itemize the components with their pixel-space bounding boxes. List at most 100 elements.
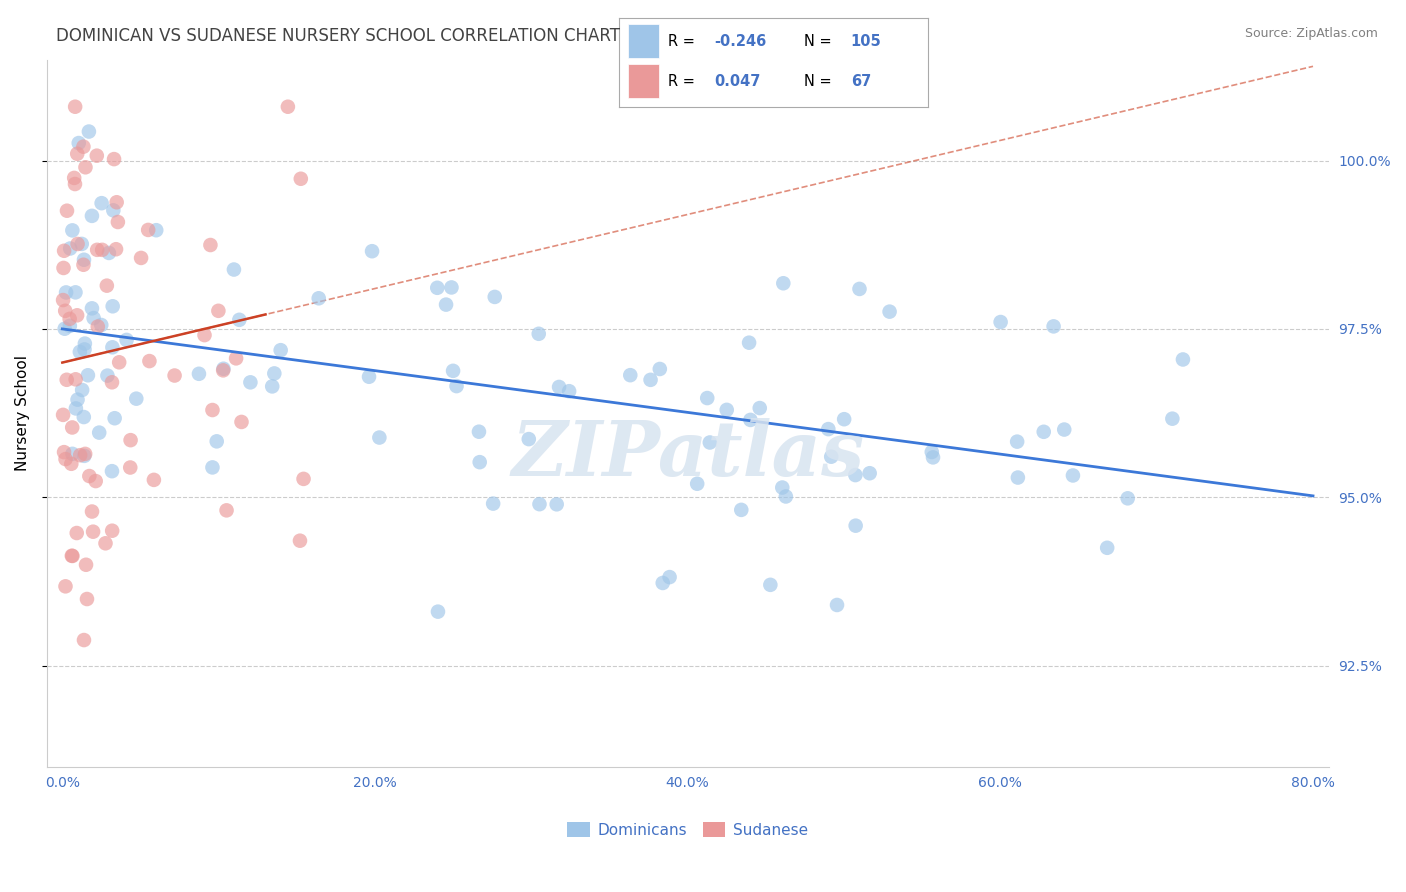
Point (72, 139, 94, 153)
Point (105, 242, 128, 256)
Point (1062, 468, 1084, 483)
Point (775, 490, 797, 504)
Point (103, 203, 125, 218)
Point (748, 401, 770, 415)
Point (65, 401, 87, 416)
Point (292, 472, 315, 486)
Point (145, 223, 167, 237)
Point (60, 420, 83, 434)
Point (845, 518, 868, 533)
Point (86, 243, 108, 257)
Point (70, 236, 93, 251)
Point (53, 303, 76, 318)
Point (696, 391, 718, 405)
Point (77, 124, 100, 138)
Point (101, 340, 124, 354)
Point (468, 425, 491, 439)
Point (225, 351, 247, 366)
Point (89, 425, 111, 440)
Point (84, 474, 107, 488)
Point (427, 605, 450, 619)
Point (96, 278, 118, 293)
Point (730, 503, 752, 517)
Point (97, 246, 120, 260)
Point (440, 280, 463, 294)
Point (290, 171, 312, 186)
Bar (628, 24, 659, 58)
Point (193, 328, 215, 343)
Point (441, 364, 464, 378)
Point (56, 203, 79, 218)
Point (105, 195, 128, 210)
Point (107, 215, 129, 229)
Point (738, 335, 761, 350)
Point (138, 354, 160, 368)
Point (759, 578, 782, 592)
Text: 67: 67 (851, 74, 870, 88)
Point (115, 333, 138, 347)
Point (1053, 423, 1076, 437)
Point (55, 373, 77, 387)
Point (820, 450, 842, 464)
Point (52, 260, 75, 275)
Point (90, 196, 112, 211)
Point (446, 379, 468, 393)
Point (67, 136, 90, 150)
Point (80, 209, 103, 223)
Point (200, 238, 222, 252)
Point (658, 570, 681, 584)
Point (63, 100, 86, 114)
Point (1007, 470, 1029, 484)
Point (844, 468, 866, 483)
Text: ZIPatlas: ZIPatlas (512, 418, 865, 492)
Text: N =: N = (804, 34, 837, 48)
Point (103, 152, 125, 166)
Point (60, 549, 83, 563)
Point (207, 303, 229, 318)
Point (136, 223, 159, 237)
Point (76, 592, 98, 607)
Point (72, 258, 94, 272)
Point (558, 384, 581, 399)
Text: R =: R = (668, 34, 700, 48)
Point (212, 361, 235, 376)
Point (228, 313, 250, 327)
Point (91, 243, 114, 257)
Point (262, 379, 284, 393)
Point (129, 251, 152, 265)
Point (86, 149, 108, 163)
Point (361, 244, 384, 259)
Point (368, 431, 391, 445)
Point (66, 392, 89, 407)
Point (120, 433, 142, 447)
Point (94, 536, 117, 550)
Point (142, 473, 165, 487)
Point (772, 277, 794, 291)
Point (60, 223, 83, 237)
Point (699, 435, 721, 450)
Y-axis label: Nursery School: Nursery School (15, 355, 30, 471)
Point (90, 318, 112, 332)
Point (63, 177, 86, 191)
Point (484, 290, 506, 304)
Point (1161, 411, 1184, 425)
Point (619, 368, 641, 383)
Point (79, 469, 101, 483)
Point (215, 503, 238, 517)
Text: 105: 105 (851, 34, 882, 48)
Point (73, 633, 96, 648)
Point (101, 299, 124, 313)
Point (80, 301, 103, 316)
Point (277, 100, 299, 114)
Point (96, 368, 118, 383)
Point (770, 481, 793, 495)
Point (83, 311, 105, 326)
Point (357, 369, 380, 384)
Point (270, 343, 292, 358)
Point (686, 476, 709, 491)
Point (77, 368, 100, 383)
Point (62, 549, 84, 563)
Point (82, 524, 104, 539)
Point (87, 319, 110, 334)
Point (120, 460, 142, 475)
